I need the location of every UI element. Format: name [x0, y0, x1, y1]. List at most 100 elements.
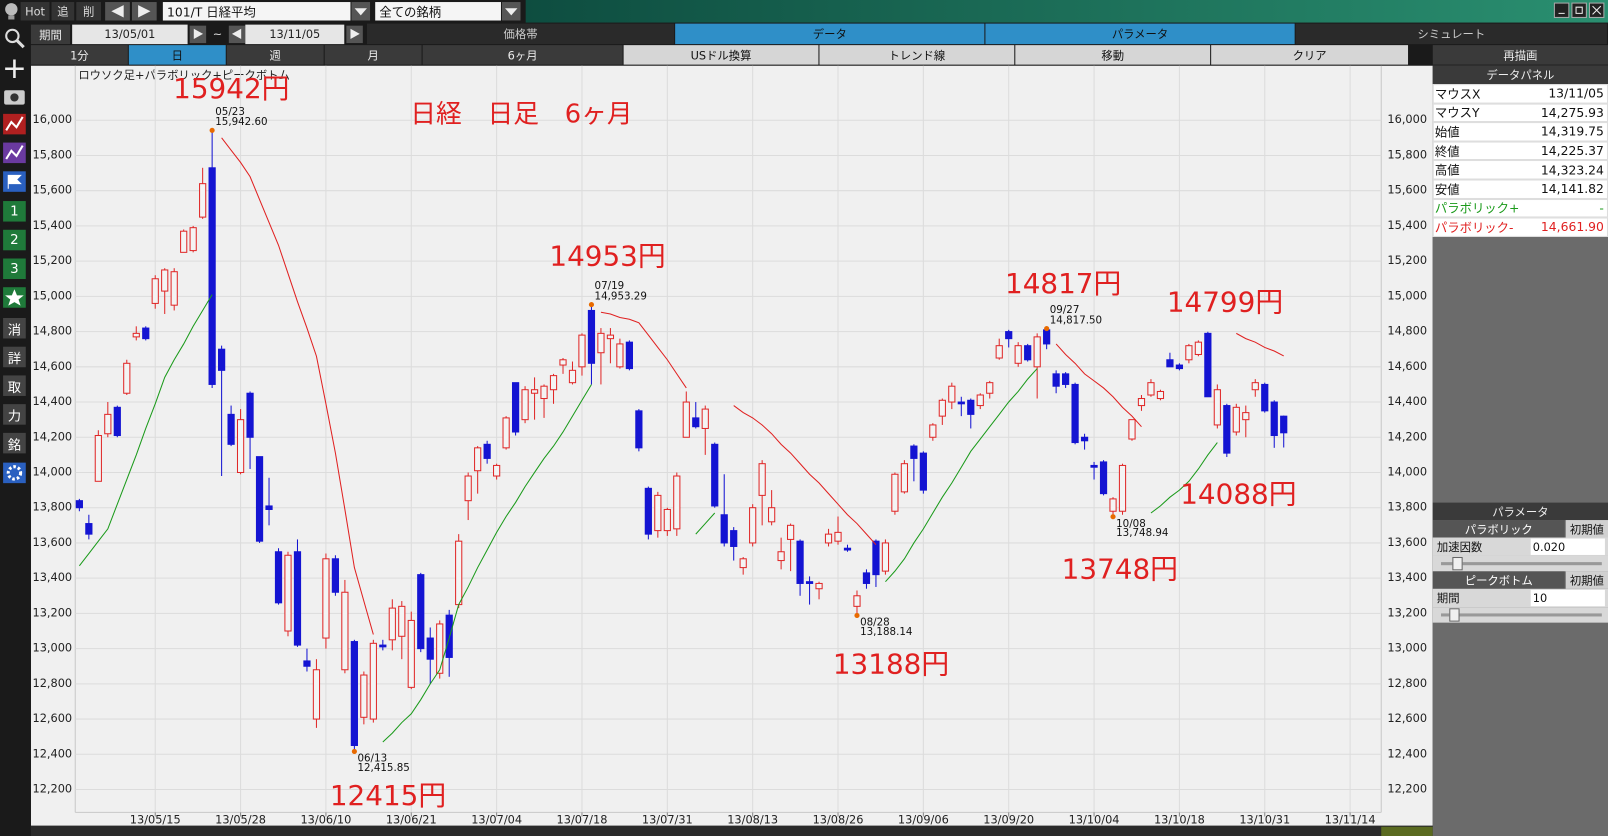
panel-value: 14,225.37: [1540, 143, 1604, 159]
candle-body: [843, 547, 852, 551]
sidebar-button[interactable]: 銘: [3, 432, 26, 454]
peak-label: 14,817.50: [1050, 314, 1102, 326]
delete-button[interactable]: 削: [76, 2, 102, 21]
add-button[interactable]: 追: [51, 2, 75, 21]
candle-body: [170, 271, 178, 306]
slider-knob[interactable]: [1452, 556, 1463, 571]
panel-label: 終値: [1434, 144, 1460, 159]
reset-button[interactable]: 初期値: [1565, 520, 1608, 538]
annotation: 15942円: [173, 72, 289, 105]
reset-button[interactable]: 初期値: [1565, 571, 1608, 589]
search-icon[interactable]: [5, 28, 20, 44]
annotation: 日経 日足 6ヶ月: [410, 99, 632, 129]
sidebar-button[interactable]: 2: [3, 229, 26, 251]
parabolic-line: [78, 294, 1218, 743]
candle-body: [986, 382, 994, 394]
x-tick-label: 13/10/18: [1154, 814, 1205, 826]
candle-body: [891, 473, 899, 512]
sidebar-button[interactable]: 1: [3, 201, 26, 222]
tab[interactable]: 価格帯: [366, 23, 675, 45]
from-date[interactable]: 13/05/01: [72, 24, 188, 45]
tool-button[interactable]: 1分: [30, 45, 128, 65]
candle-body: [644, 487, 652, 535]
tool-button[interactable]: 週: [226, 45, 324, 65]
tool-button[interactable]: USドル換算: [623, 45, 819, 65]
y-tick-label: 12,600: [1387, 712, 1427, 725]
field-value[interactable]: 0.020: [1530, 538, 1605, 555]
candle-body: [692, 417, 700, 428]
y-tick-label: 14,400: [33, 395, 73, 408]
tool-button[interactable]: トレンド線: [819, 45, 1015, 65]
sidebar-button[interactable]: 消: [3, 317, 26, 339]
panel-label: 安値: [1434, 182, 1460, 197]
y-tick-label: 14,800: [1387, 325, 1427, 338]
candle-body: [1033, 336, 1041, 368]
tab[interactable]: パラメータ: [985, 23, 1295, 45]
candle-body: [417, 574, 425, 650]
field-value[interactable]: 10: [1530, 589, 1605, 607]
to-date[interactable]: 13/11/05: [245, 24, 345, 45]
candle-body: [730, 530, 738, 547]
y-tick-label: 14,600: [1387, 360, 1427, 373]
tab[interactable]: シミュレート: [1295, 23, 1607, 45]
tool-button[interactable]: クリア: [1211, 45, 1409, 65]
candle-body: [862, 572, 871, 584]
candle-body: [1261, 383, 1269, 412]
hot-button[interactable]: Hot: [20, 2, 50, 21]
x-tick-label: 13/05/15: [130, 814, 181, 826]
y-tick-label: 13,200: [33, 606, 73, 619]
tool-button[interactable]: 6ヶ月: [422, 45, 623, 65]
minimize-button[interactable]: [1553, 2, 1570, 18]
scrollbar-thumb[interactable]: [1381, 826, 1433, 836]
candle-body: [578, 334, 586, 368]
candle-body: [75, 500, 83, 509]
y-tick-label: 12,400: [1387, 747, 1427, 760]
tool-button[interactable]: 移動: [1015, 45, 1211, 65]
panel-value: 14,661.90: [1540, 220, 1604, 235]
peak-marker: [351, 748, 357, 755]
candle-body: [1270, 401, 1278, 437]
tool-button[interactable]: 再描画: [1432, 45, 1608, 65]
range-separator: ~: [208, 24, 227, 45]
candle-body: [483, 443, 491, 459]
peak-marker: [588, 302, 595, 308]
annotation: 14088円: [1180, 477, 1296, 510]
arrow: [350, 28, 360, 39]
candle-body: [113, 406, 121, 437]
scrollbar-track[interactable]: [30, 825, 1433, 836]
field-label: 期間: [1436, 591, 1460, 606]
candle-body: [1166, 359, 1174, 368]
candle-body: [1223, 405, 1231, 454]
chart-plot: ロウソク足+パラボリック+ピークボトム 12,200 12,200 12,400 12…: [30, 65, 1433, 826]
sidebar-button[interactable]: 詳: [3, 346, 26, 368]
peak-label: 13,188.14: [860, 626, 912, 638]
add-icon[interactable]: [5, 59, 24, 78]
sidebar-button[interactable]: 3: [3, 258, 26, 280]
slider-knob[interactable]: [1449, 608, 1460, 622]
tool-button[interactable]: 日: [128, 45, 226, 65]
tool-button[interactable]: 月: [324, 45, 422, 65]
symbol-input[interactable]: 101/T 日経平均: [162, 2, 351, 21]
candle-body: [180, 230, 188, 253]
candle-body: [474, 447, 482, 472]
panel-row: [1432, 141, 1608, 161]
candle-body: [407, 619, 415, 688]
maximize-button[interactable]: [1571, 2, 1587, 18]
bulb-icon: [5, 3, 18, 16]
y-tick-label: 12,600: [33, 712, 73, 725]
filter-input[interactable]: 全ての銘柄: [375, 2, 501, 21]
peak-label: 12,415.85: [357, 762, 409, 774]
prev-arrow: [111, 5, 124, 18]
candle-body: [322, 558, 330, 639]
candle-body: [293, 551, 302, 646]
y-tick-label: 14,400: [1387, 395, 1427, 408]
candle-body: [673, 475, 681, 530]
window-glyphs: [1558, 5, 1602, 15]
panel-label: マウスY: [1434, 106, 1480, 121]
sidebar-button[interactable]: 取: [3, 375, 26, 396]
tab[interactable]: データ: [675, 23, 985, 45]
candle-body: [1280, 415, 1288, 434]
panel-value: 14,323.24: [1540, 162, 1604, 178]
sidebar-button[interactable]: 力: [3, 404, 26, 425]
panel-value: 13/11/05: [1548, 86, 1604, 101]
